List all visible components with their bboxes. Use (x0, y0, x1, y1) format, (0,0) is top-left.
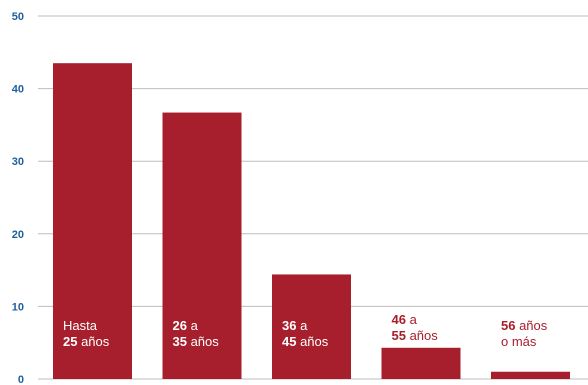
y-tick-label: 0 (18, 374, 24, 385)
y-tick-label: 20 (12, 229, 24, 241)
bar-4 (381, 347, 461, 379)
bars (53, 63, 570, 380)
bar-label-line2: 55 años (392, 328, 439, 343)
y-tick-label: 30 (12, 156, 24, 168)
y-axis-ticks: 0 10 20 30 40 50 (12, 11, 24, 385)
bar-5 (491, 371, 570, 379)
bar-2 (162, 112, 242, 380)
y-tick-label: 10 (12, 301, 24, 313)
y-tick-label: 50 (12, 11, 24, 23)
bar-label-line1: 46 a (392, 312, 418, 327)
bar-label-line1: 26 a (173, 318, 199, 333)
bar-label-line2: o más (501, 334, 537, 349)
bar-label-line2: 25 años (63, 334, 110, 349)
bar-1 (53, 63, 132, 379)
bar-label-line1: 56 años (501, 318, 548, 333)
bar-label-line1: Hasta (63, 318, 98, 333)
bar-label-line2: 35 años (173, 334, 220, 349)
y-tick-label: 40 (12, 84, 24, 96)
bar-label-line2: 45 años (282, 334, 329, 349)
bar-label-line1: 36 a (282, 318, 308, 333)
bar-3 (272, 274, 351, 379)
